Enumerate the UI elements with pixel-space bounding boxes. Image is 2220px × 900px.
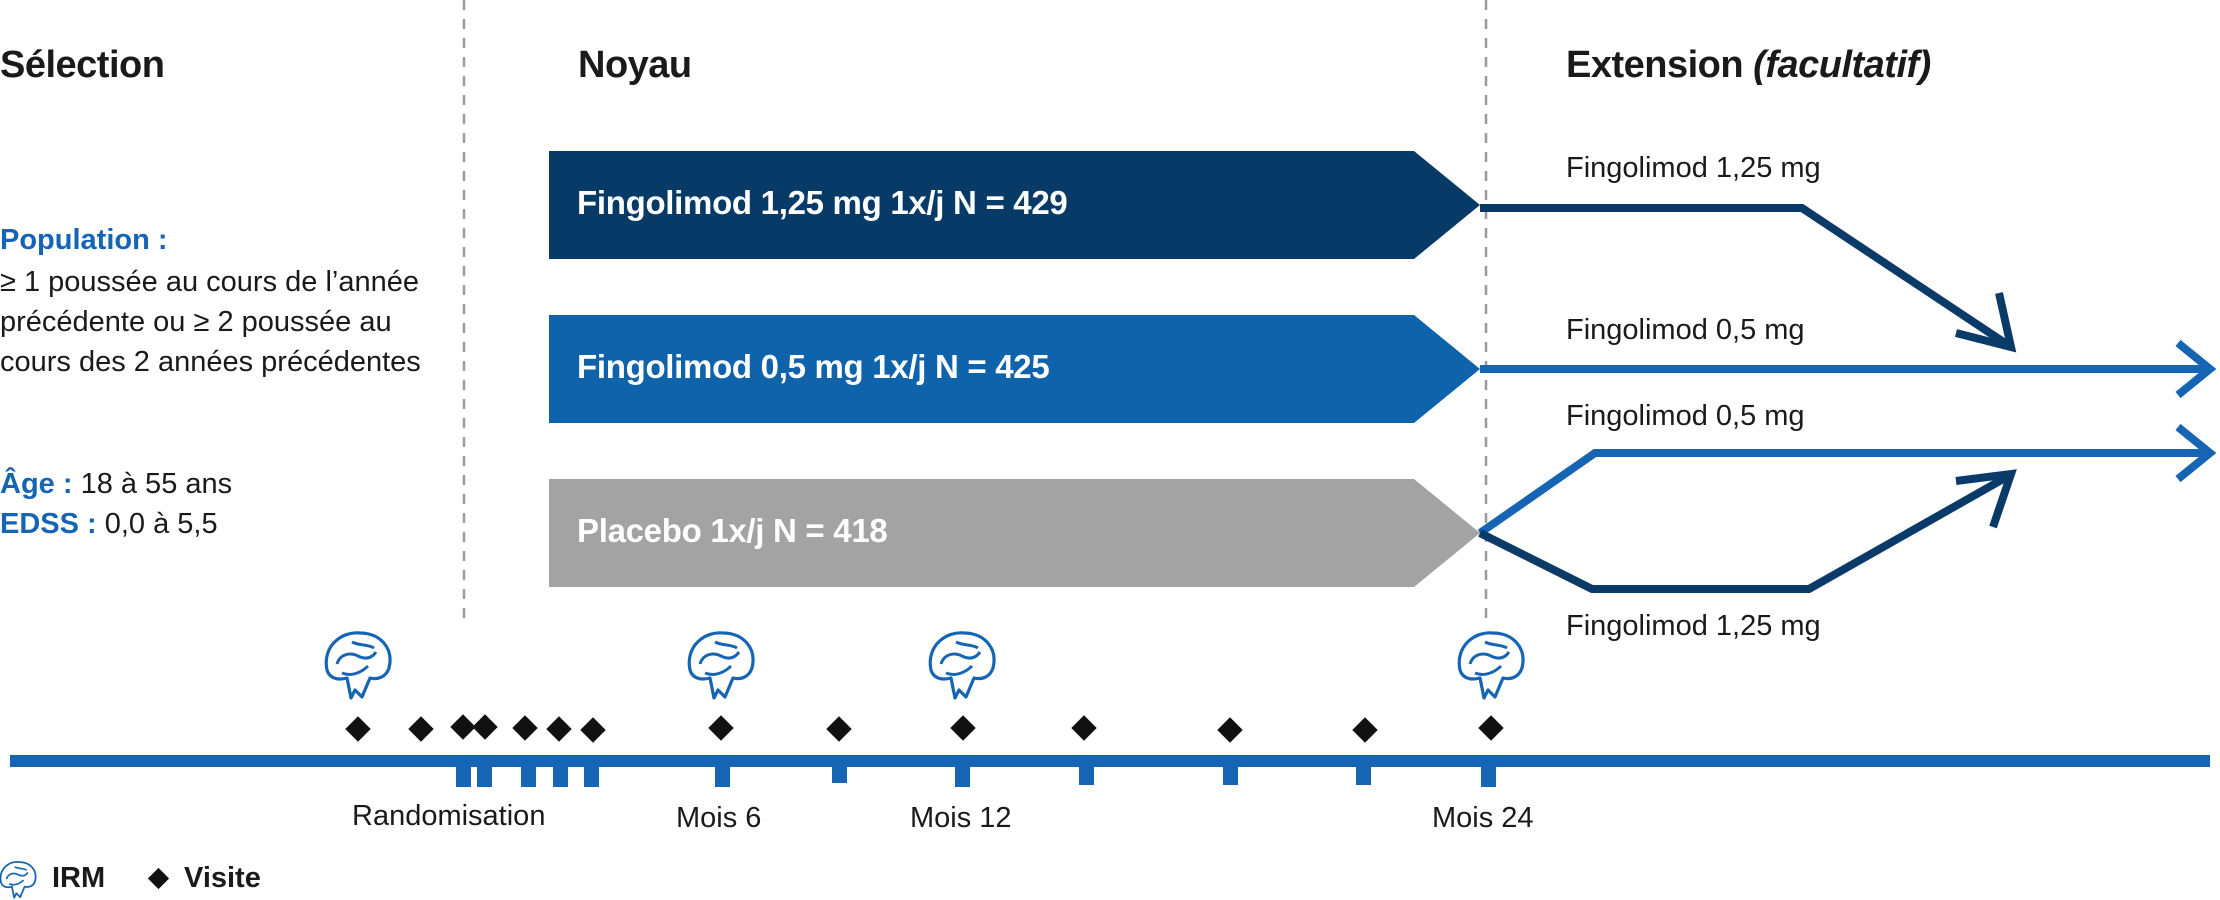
visit-marker: [950, 715, 976, 741]
visit-marker: [1352, 717, 1378, 743]
visit-marker: [708, 715, 734, 741]
visit-marker: [826, 716, 852, 742]
age-value: 18 à 55 ans: [80, 468, 233, 500]
mri-icon: [324, 631, 392, 700]
core-title: Noyau: [578, 44, 692, 86]
extension-title-note: (facultatif): [1753, 44, 1931, 86]
arm-bar-placebo: [549, 479, 1480, 587]
arm-bar-fingolimod-05: [549, 315, 1480, 423]
visit-marker: [408, 716, 434, 742]
edss-label: EDSS :: [0, 508, 97, 540]
legend-mri-icon: [0, 860, 37, 899]
visit-marker: [546, 716, 572, 742]
arm-label-placebo: Placebo 1x/j N = 418: [577, 512, 888, 549]
edss-criterion: EDSS : 0,0 à 5,5: [0, 504, 218, 544]
visit-marker: [1217, 717, 1243, 743]
visit-marker: [1071, 715, 1097, 741]
population-criteria: ≥ 1 poussée au cours de l’année précéden…: [0, 266, 421, 378]
legend-mri-label: IRM: [52, 862, 106, 894]
ext-path-placebo-high: [1478, 469, 2017, 593]
visit-marker: [345, 716, 371, 742]
timeline-line: [10, 755, 2210, 767]
legend-visit-icon: [147, 867, 170, 890]
visit-marker: [512, 715, 538, 741]
arm-label-fingolimod-125: Fingolimod 1,25 mg 1x/j N = 429: [577, 184, 1068, 221]
timeline-ticks: [456, 761, 1496, 787]
visit-marker: [450, 714, 476, 740]
timeline-label-randomisation: Randomisation: [352, 800, 546, 832]
extension-title-text: Extension: [1566, 44, 1744, 86]
ext-label-from-low: Fingolimod 0,5 mg: [1566, 314, 1805, 346]
visit-markers: [345, 714, 1504, 743]
visit-marker: [580, 717, 606, 743]
arm-bar-fingolimod-125: [549, 151, 1480, 259]
age-criterion: Âge : 18 à 55 ans: [0, 464, 232, 504]
ext-label-placebo-low: Fingolimod 0,5 mg: [1566, 400, 1805, 432]
mri-icon: [1457, 631, 1525, 700]
timeline-label-month12: Mois 12: [910, 802, 1012, 834]
arm-label-fingolimod-05: Fingolimod 0,5 mg 1x/j N = 425: [577, 348, 1050, 385]
ext-label-placebo-high: Fingolimod 1,25 mg: [1566, 610, 1821, 642]
timeline-label-month6: Mois 6: [676, 802, 762, 834]
ext-path-high: [1480, 204, 2017, 353]
visit-marker: [472, 714, 498, 740]
mri-icon: [687, 631, 755, 700]
age-label: Âge :: [0, 468, 73, 500]
extension-title: Extension (facultatif): [1566, 44, 1931, 87]
ext-path-low: [1480, 339, 2217, 399]
timeline-label-month24: Mois 24: [1432, 802, 1534, 834]
legend-visit-label: Visite: [184, 862, 261, 894]
visit-marker: [1478, 715, 1504, 741]
population-label: Population :: [0, 224, 168, 256]
edss-value: 0,0 à 5,5: [104, 508, 218, 540]
ext-label-from-high: Fingolimod 1,25 mg: [1566, 152, 1821, 184]
ext-path-placebo-low: [1477, 423, 2217, 537]
mri-icon: [928, 631, 996, 700]
selection-title: Sélection: [0, 44, 165, 86]
